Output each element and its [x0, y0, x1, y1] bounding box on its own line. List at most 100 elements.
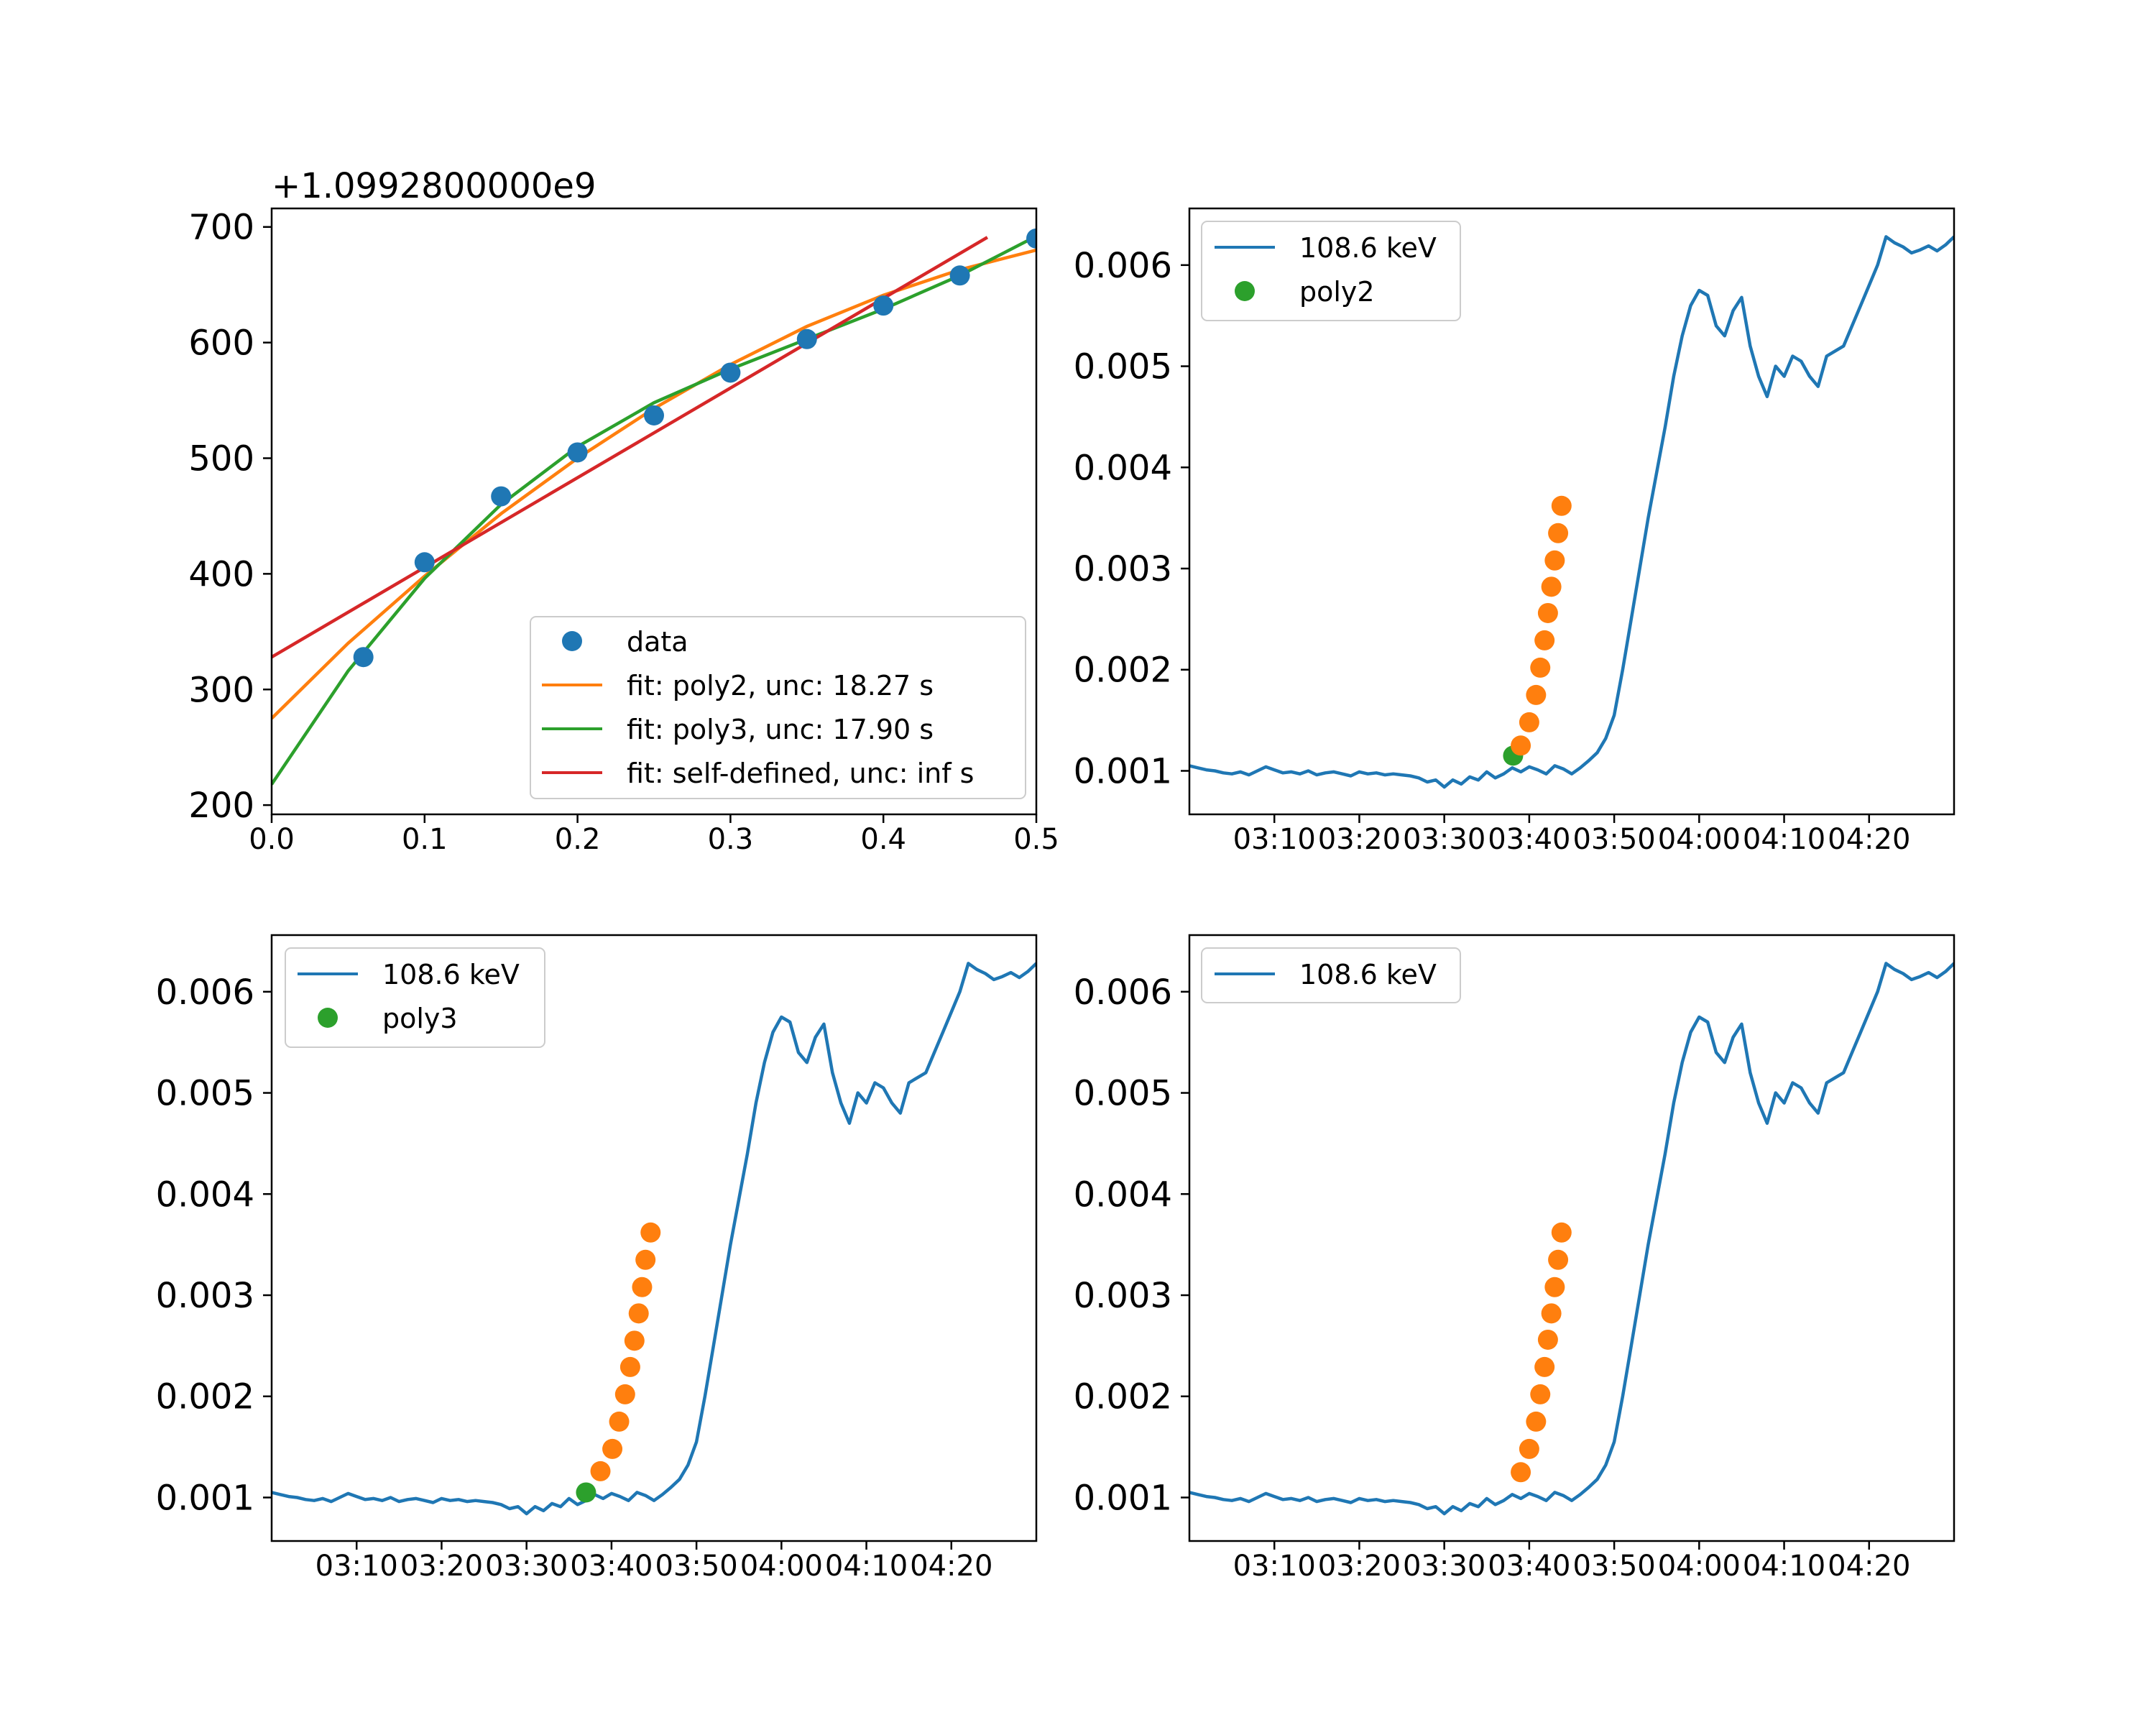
ts-plain-ytick-label: 0.004: [1074, 1174, 1172, 1215]
ts-poly3-fit-point: [635, 1250, 655, 1270]
offset-text: +1.0992800000e9: [272, 166, 596, 206]
fit-ytick-label: 600: [188, 323, 254, 364]
fit-xtick-label: 0.2: [555, 823, 601, 856]
ts-poly3-ytick-label: 0.006: [156, 972, 254, 1013]
ts-poly2-fit-point: [1542, 576, 1562, 597]
ts-poly2-fit-point: [1552, 496, 1572, 516]
panel-fit: +1.0992800000e9 0.0 0.1 0.2 0.3 0.4 0.5 200 300…: [188, 166, 1059, 856]
ts-poly3-xtick-label: 03:10: [315, 1550, 398, 1583]
legend-label-poly2-fit: fit: poly2, unc: 18.27 s: [627, 670, 934, 702]
ts-plain-fit-point: [1519, 1439, 1539, 1459]
fit-data-point: [644, 405, 664, 426]
panel-ts-poly3: 03:10 03:20 03:30 03:40 03:50 04:00 04:10 04:20…: [156, 935, 1036, 1583]
ts-poly2-fit-point: [1519, 712, 1539, 732]
fit-ytick-label: 700: [188, 208, 254, 248]
ts-plain-xtick-label: 04:00: [1658, 1550, 1741, 1583]
legend-marker-poly3: [318, 1008, 338, 1028]
panel-ts-poly2: 03:10 03:20 03:30 03:40 03:50 04:00 04:10 04:20…: [1074, 208, 1954, 856]
ts-poly2-xtick-label: 04:10: [1743, 823, 1825, 856]
ts-plain-xtick-label: 03:50: [1572, 1550, 1655, 1583]
ts-plain-ytick-label: 0.003: [1074, 1276, 1172, 1316]
ts-poly3-fit-point: [615, 1384, 635, 1404]
ts-poly3-ytick-label: 0.001: [156, 1478, 254, 1518]
ts-plain-fit-point: [1530, 1384, 1550, 1404]
fit-ytick-label: 200: [188, 786, 254, 826]
ts-poly2-fit-point: [1544, 551, 1565, 571]
ts-poly2-xtick-label: 03:40: [1488, 823, 1570, 856]
legend-label-poly3-fit: fit: poly3, unc: 17.90 s: [627, 714, 934, 745]
ts-plain-fit-point: [1548, 1250, 1568, 1270]
ts-poly2-ytick-label: 0.004: [1074, 448, 1172, 488]
ts-plain-kev-line: [1189, 963, 1954, 1514]
ts-poly3-fit-point: [625, 1330, 645, 1351]
fit-xtick-label: 0.0: [249, 823, 295, 856]
ts-poly3-fit-point: [591, 1461, 611, 1481]
legend-label-self-defined: fit: self-defined, unc: inf s: [627, 758, 974, 789]
legend-ts-plain: 108.6 keV: [1202, 948, 1460, 1003]
ts-poly2-fit-point: [1534, 630, 1554, 650]
ts-poly2-xtick-label: 03:10: [1233, 823, 1316, 856]
ts-poly2-xtick-label: 04:20: [1828, 823, 1910, 856]
fit-xtick-label: 0.1: [402, 823, 448, 856]
ts-poly3-fit-point: [632, 1277, 652, 1297]
ts-poly3-xtick-label: 04:00: [740, 1550, 823, 1583]
legend-ts-poly2: 108.6 keV poly2: [1202, 221, 1460, 321]
ts-poly3-fit-point: [640, 1223, 660, 1243]
ts-poly3-xtick-label: 04:10: [825, 1550, 908, 1583]
fit-data-point: [568, 442, 588, 462]
ts-poly2-ytick-label: 0.002: [1074, 650, 1172, 691]
ts-poly3-fit-point: [629, 1303, 649, 1323]
ts-poly3-ytick-label: 0.003: [156, 1276, 254, 1316]
ts-plain-ytick-label: 0.002: [1074, 1377, 1172, 1417]
ts-poly2-fit-point: [1511, 735, 1531, 755]
legend-ts-poly3: 108.6 keV poly3: [285, 948, 545, 1047]
ts-plain-fit-point: [1534, 1357, 1554, 1377]
ts-plain-fit-point: [1542, 1303, 1562, 1323]
ts-poly3-fit-point: [620, 1357, 640, 1377]
ts-plain-fit-point: [1538, 1330, 1558, 1350]
fit-data-point: [415, 552, 435, 572]
ts-poly3-fit-point: [602, 1439, 622, 1459]
fit-data-point: [354, 647, 374, 667]
ts-plain-fit-point: [1526, 1412, 1546, 1432]
ts-poly2-xtick-label: 03:50: [1572, 823, 1655, 856]
ts-plain-fit-point: [1544, 1277, 1565, 1297]
legend-label-kev: 108.6 keV: [1299, 232, 1437, 264]
fit-ytick-label: 400: [188, 554, 254, 594]
ts-poly2-ytick-label: 0.006: [1074, 246, 1172, 286]
ts-poly3-ytick-label: 0.005: [156, 1074, 254, 1114]
ts-plain-fit-point: [1552, 1223, 1572, 1243]
ts-poly2-xtick-label: 03:30: [1403, 823, 1485, 856]
ts-poly3-xtick-label: 03:30: [485, 1550, 568, 1583]
fit-data-point: [950, 265, 970, 285]
ts-plain-ytick-label: 0.001: [1074, 1478, 1172, 1518]
ts-poly3-start-point: [576, 1482, 596, 1502]
ts-plain-fit-point: [1511, 1462, 1531, 1482]
ts-plain-xtick-label: 03:30: [1403, 1550, 1485, 1583]
ts-poly2-ytick-label: 0.001: [1074, 751, 1172, 791]
ts-plain-xtick-label: 03:40: [1488, 1550, 1570, 1583]
ts-poly2-fit-point: [1530, 658, 1550, 678]
fit-data-point: [491, 487, 511, 507]
ts-poly2-ytick-label: 0.003: [1074, 549, 1172, 589]
ts-poly3-xtick-label: 03:40: [570, 1550, 653, 1583]
ts-poly3-ytick-label: 0.002: [156, 1377, 254, 1417]
ts-poly3-xtick-label: 04:20: [910, 1550, 992, 1583]
fit-data-point: [797, 329, 817, 349]
axes-frame-ts-plain: [1189, 935, 1954, 1541]
legend-fit: data fit: poly2, unc: 18.27 s fit: poly3…: [530, 617, 1026, 799]
ts-plain-ytick-label: 0.006: [1074, 972, 1172, 1013]
fit-xtick-label: 0.3: [708, 823, 754, 856]
ts-poly2-fit-point: [1548, 523, 1568, 543]
fit-ytick-label: 300: [188, 670, 254, 710]
ts-plain-ytick-label: 0.005: [1074, 1074, 1172, 1114]
legend-label-data: data: [627, 626, 688, 658]
legend-label-kev: 108.6 keV: [1299, 959, 1437, 990]
ts-plain-xtick-label: 04:10: [1743, 1550, 1825, 1583]
ts-poly2-fit-point: [1538, 603, 1558, 623]
ts-plain-xtick-label: 03:20: [1318, 1550, 1401, 1583]
ts-poly2-xtick-label: 04:00: [1658, 823, 1741, 856]
ts-poly2-ytick-label: 0.005: [1074, 347, 1172, 387]
ts-poly2-fit-point: [1526, 685, 1546, 705]
